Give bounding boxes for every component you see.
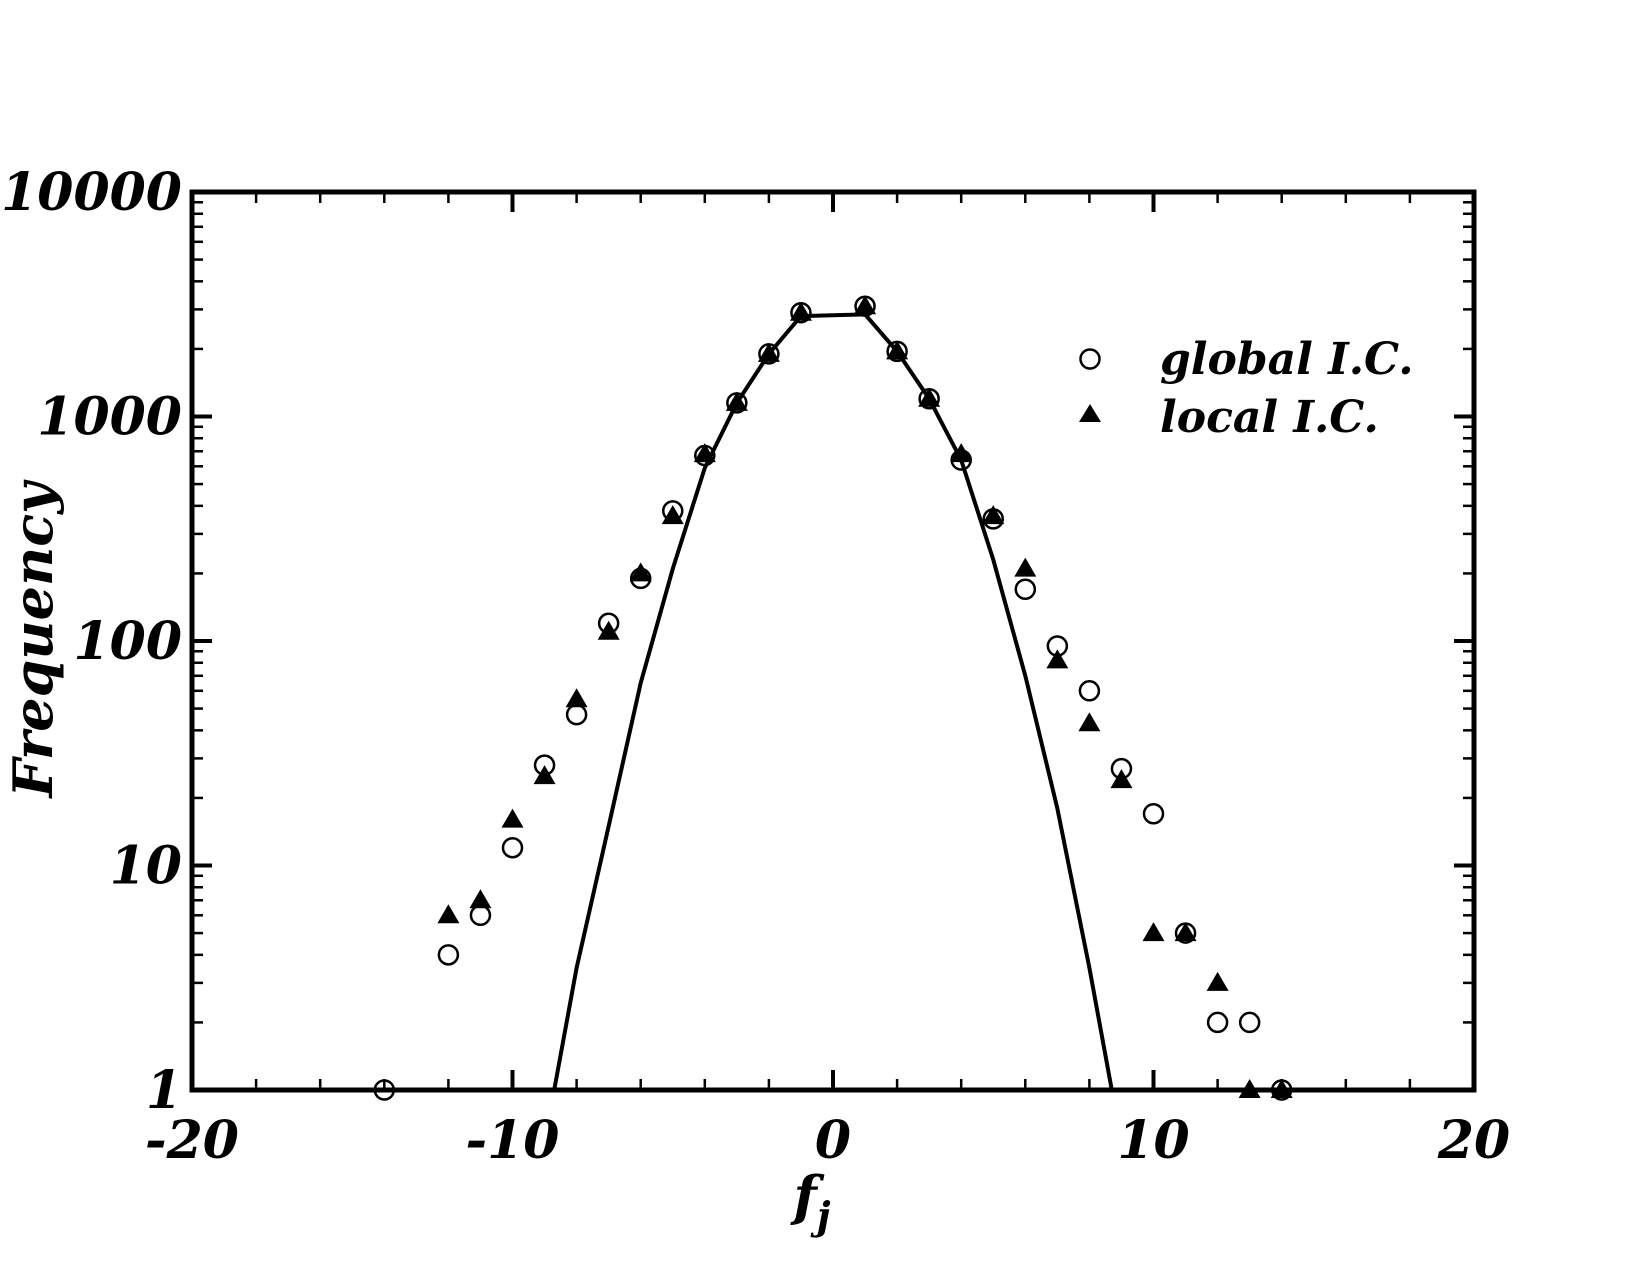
- local-ic-point: [854, 295, 877, 315]
- global-ic-point: [1046, 635, 1069, 657]
- global-ic-point: [1174, 922, 1197, 944]
- legend-marker-local: [1079, 404, 1101, 422]
- global-ic-point: [1078, 680, 1101, 702]
- y-axis-label: Frequency: [1, 479, 65, 800]
- local-ic-point: [950, 443, 973, 463]
- y-tick-label: 10: [110, 836, 182, 897]
- local-ic-point: [565, 688, 588, 708]
- local-ic-point: [757, 342, 780, 362]
- legend-marker-global: [1079, 348, 1101, 370]
- legend: global I.C. local I.C.: [1079, 334, 1414, 443]
- global-ic-point: [790, 301, 812, 324]
- y-tick-label: 1000: [37, 387, 182, 448]
- local-ic-point: [886, 340, 909, 360]
- local-ic-point: [629, 562, 652, 582]
- legend-label-global: global I.C.: [1160, 334, 1414, 385]
- global-ic-point: [1142, 803, 1165, 825]
- global-ic-point: [886, 340, 908, 363]
- local-ic-point: [1206, 971, 1229, 991]
- global-ic-point: [469, 904, 492, 927]
- y-tick-label: 100: [73, 611, 182, 672]
- global-ic-point: [918, 387, 940, 410]
- global-ic-point: [565, 703, 588, 726]
- x-tick-label: 10: [1117, 1110, 1189, 1171]
- global-ic-point: [437, 944, 460, 966]
- global-ic-point: [533, 754, 556, 776]
- global-ic-point: [1014, 578, 1037, 601]
- local-ic-point: [1142, 922, 1165, 942]
- tick-labels: -20 -10 0 10 20 1 10 100 1000 10000: [1, 162, 1510, 1171]
- local-ic-point: [693, 443, 716, 463]
- local-ic-point: [789, 301, 812, 321]
- global-ic-point: [1238, 1011, 1261, 1034]
- local-ic-point: [1174, 922, 1197, 942]
- global-ic-point: [854, 295, 876, 317]
- global-ic-point: [758, 343, 780, 365]
- global-ic-point: [501, 836, 524, 859]
- legend-label-local: local I.C.: [1160, 392, 1379, 443]
- data-markers: [373, 295, 1293, 1101]
- y-tick-label: 1: [146, 1060, 182, 1121]
- global-ic-point: [982, 508, 1004, 530]
- global-ic-point: [726, 392, 748, 414]
- local-ic-point: [918, 387, 941, 407]
- local-ic-point: [597, 620, 620, 640]
- x-axis-label: fj: [790, 1164, 831, 1238]
- x-tick-label: 20: [1437, 1110, 1510, 1171]
- plot-frame: [189, 189, 1477, 1093]
- global-ic-point: [950, 449, 972, 471]
- axis-ticks: [190, 190, 1476, 1092]
- local-ic-point: [1078, 712, 1101, 732]
- global-ic-point: [629, 567, 652, 590]
- global-ic-point: [1206, 1011, 1229, 1034]
- local-ic-point: [437, 904, 460, 924]
- x-tick-label: -20: [145, 1110, 239, 1171]
- local-ic-point: [1046, 649, 1069, 669]
- global-ic-point: [1110, 757, 1133, 780]
- x-tick-label: -10: [466, 1110, 560, 1171]
- local-ic-point: [725, 391, 748, 411]
- x-tick-label: 0: [815, 1110, 851, 1171]
- global-ic-point: [694, 444, 716, 467]
- local-ic-point: [982, 505, 1005, 525]
- global-ic-point: [597, 612, 620, 634]
- local-ic-point: [469, 889, 492, 909]
- fit-curve: [552, 312, 1114, 1091]
- local-ic-point: [501, 808, 524, 828]
- global-ic-point: [662, 500, 684, 522]
- y-tick-label: 10000: [1, 162, 182, 223]
- local-ic-point: [1014, 557, 1037, 577]
